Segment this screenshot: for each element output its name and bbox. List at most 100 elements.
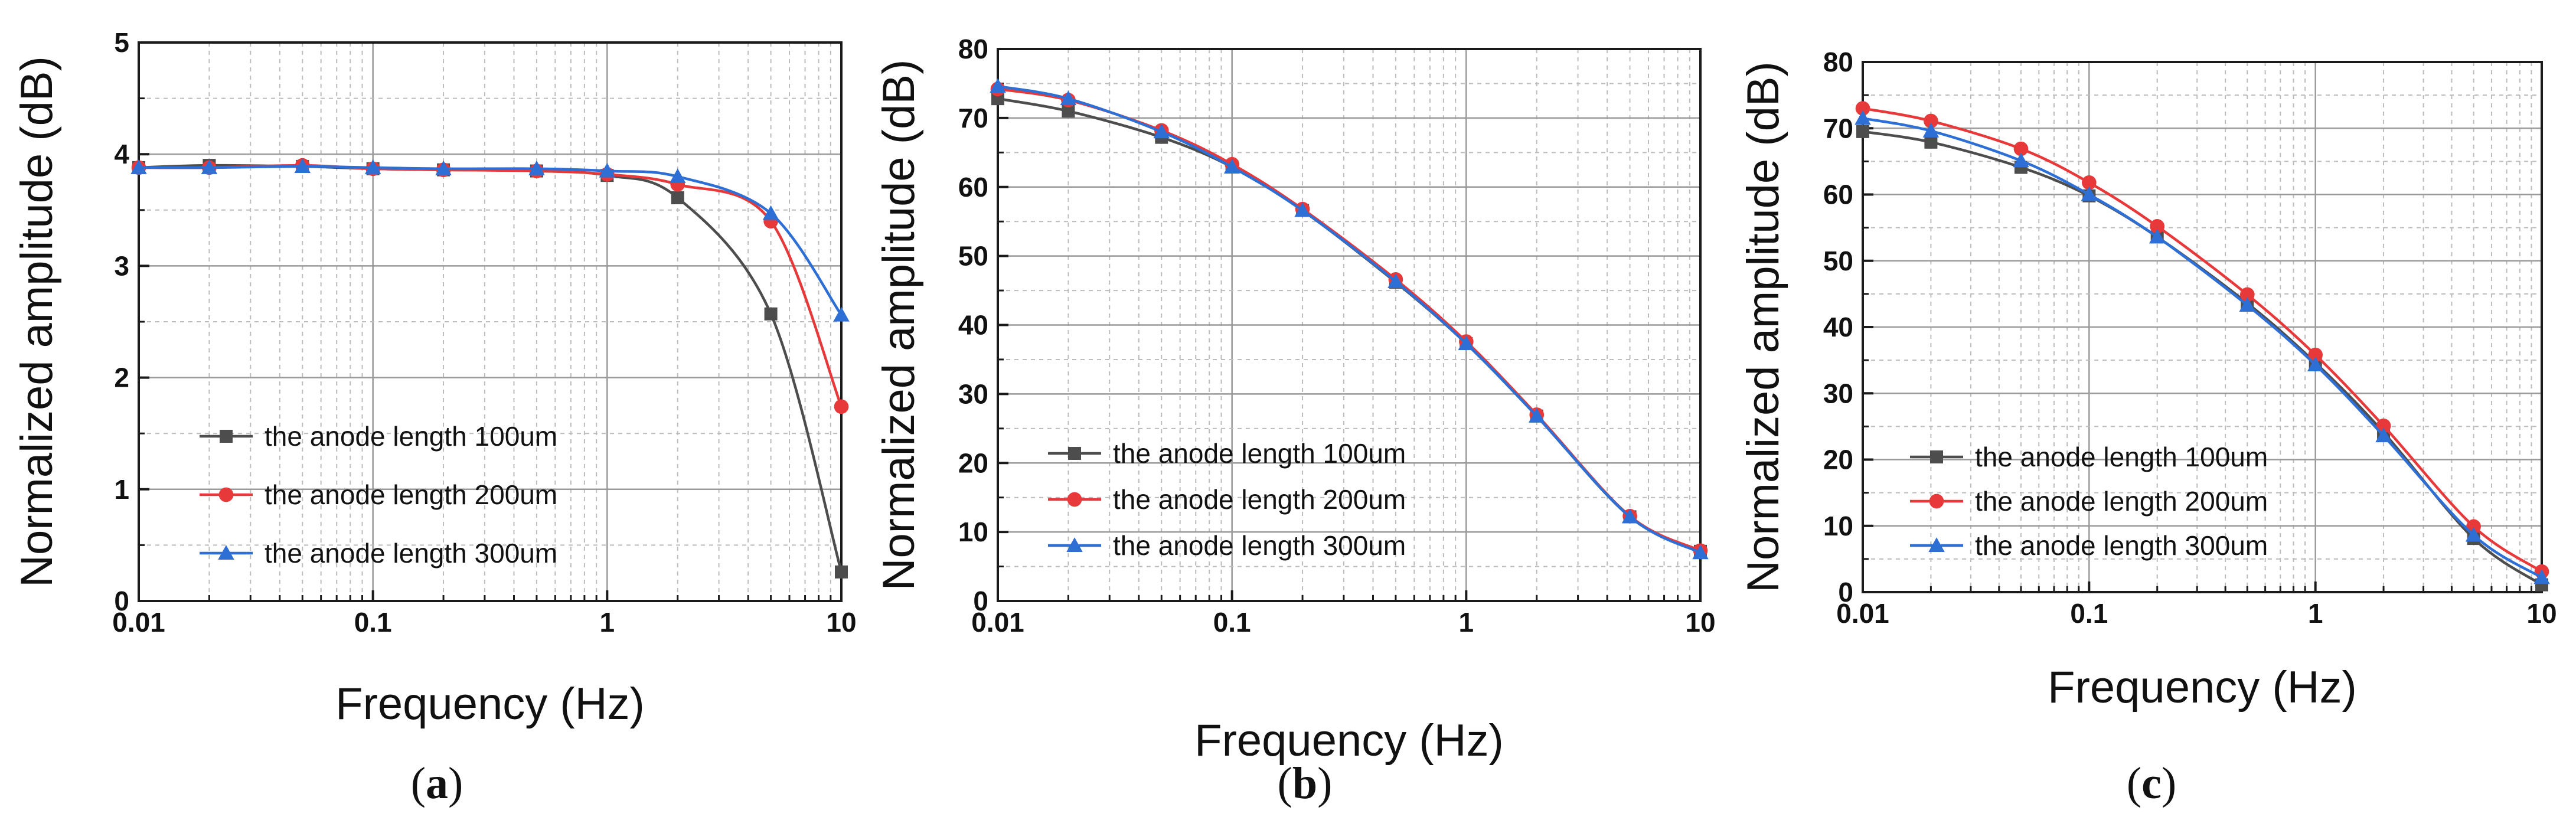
caption-close-paren: ) xyxy=(448,759,463,808)
legend-marker xyxy=(220,430,233,443)
y-tick-label: 40 xyxy=(1823,312,1853,342)
y-tick-label: 3 xyxy=(114,250,129,281)
data-point xyxy=(835,565,848,579)
legend: the anode length 100um the anode length 2… xyxy=(200,421,557,569)
y-tick-label: 10 xyxy=(958,517,988,547)
data-point xyxy=(2308,347,2323,362)
x-tick-label: 0.1 xyxy=(1213,607,1251,638)
data-point xyxy=(2149,228,2166,244)
chart-panel-a: 0.01 0.1 1 10 0 1 2 3 4 5 Frequency (Hz) Normalized… xyxy=(12,27,857,808)
series-2 xyxy=(1855,101,2549,579)
data-point xyxy=(2465,527,2482,542)
x-tick-label: 0.01 xyxy=(1836,598,1889,629)
data-point xyxy=(1294,202,1311,217)
y-tick-label: 0 xyxy=(973,586,988,616)
legend: the anode length 100um the anode length 2… xyxy=(1910,442,2268,561)
series-line xyxy=(997,84,1702,554)
data-point xyxy=(2081,186,2098,201)
caption-open-paren: ( xyxy=(411,759,426,808)
series-line xyxy=(1862,117,2543,579)
y-tick-label: 70 xyxy=(958,103,988,133)
x-tick-label: 10 xyxy=(826,607,856,638)
legend-entry: the anode length 200um xyxy=(1113,484,1406,515)
panel-caption: (a) xyxy=(411,759,463,808)
x-tick-label: 0.01 xyxy=(971,607,1024,638)
legend-entry: the anode length 300um xyxy=(1975,530,2268,561)
x-tick-label: 1 xyxy=(1459,607,1474,638)
y-tick-label: 30 xyxy=(958,378,988,409)
series-3 xyxy=(990,78,1709,560)
x-tick-label: 0.1 xyxy=(354,607,392,638)
x-tick-label: 1 xyxy=(2308,598,2323,629)
y-tick-label: 30 xyxy=(1823,378,1853,409)
x-tick-label: 1 xyxy=(600,607,615,638)
chart-panel-c: 0.01 0.1 1 10 0 10 20 30 40 50 60 70 80 Frequency (Hz… xyxy=(1738,47,2557,808)
caption-letter: c xyxy=(2141,759,2162,808)
data-point xyxy=(2376,418,2391,433)
caption-close-paren: ) xyxy=(1317,759,1332,808)
grid xyxy=(1863,62,2542,592)
data-point xyxy=(1062,104,1075,118)
x-axis-label: Frequency (Hz) xyxy=(2048,662,2357,713)
x-tick-label: 10 xyxy=(2526,598,2557,629)
y-tick-label: 70 xyxy=(1823,113,1853,143)
caption-close-paren: ) xyxy=(2162,759,2176,808)
data-point xyxy=(1855,110,1871,125)
data-point xyxy=(2239,287,2255,302)
legend-marker xyxy=(1928,537,1945,552)
y-tick-label: 40 xyxy=(958,310,988,341)
caption-open-paren: ( xyxy=(2127,759,2141,808)
legend: the anode length 100um the anode length 2… xyxy=(1048,438,1406,561)
data-point xyxy=(528,161,545,175)
x-axis-label: Frequency (Hz) xyxy=(335,679,645,729)
data-point xyxy=(599,162,616,178)
data-point xyxy=(2239,297,2256,312)
data-point xyxy=(2375,427,2392,443)
data-point xyxy=(1856,125,1869,138)
y-tick-label: 5 xyxy=(114,27,129,58)
y-axis-label: Normalized amplitude (dB) xyxy=(12,56,62,587)
x-tick-label: 0.1 xyxy=(2070,598,2108,629)
data-point xyxy=(1458,335,1475,351)
legend-marker xyxy=(1067,492,1082,507)
data-point xyxy=(1692,544,1709,560)
data-point xyxy=(435,161,452,175)
y-tick-label: 50 xyxy=(958,241,988,272)
legend-entry: the anode length 100um xyxy=(1975,442,2268,472)
caption-open-paren: ( xyxy=(1278,759,1292,808)
y-tick-label: 20 xyxy=(958,447,988,478)
legend-marker xyxy=(218,487,234,502)
ticks: 0.01 0.1 1 10 0 1 2 3 4 5 xyxy=(112,27,856,638)
y-tick-label: 4 xyxy=(114,139,129,169)
data-point xyxy=(294,158,311,174)
y-axis-label: Normalized amplitude (dB) xyxy=(1738,61,1788,593)
y-tick-label: 1 xyxy=(114,474,129,505)
data-point xyxy=(2013,141,2029,156)
data-point xyxy=(764,307,778,321)
caption-letter: a xyxy=(426,759,448,808)
x-tick-label: 10 xyxy=(1685,607,1715,638)
legend-entry: the anode length 100um xyxy=(265,421,557,452)
y-tick-label: 80 xyxy=(958,34,988,64)
y-tick-label: 20 xyxy=(1823,445,1853,475)
series-3 xyxy=(130,158,850,322)
data-point xyxy=(1855,101,1870,116)
data-point xyxy=(1528,408,1545,423)
y-tick-label: 50 xyxy=(1823,246,1853,276)
legend-marker xyxy=(218,545,234,560)
legend-entry: the anode length 100um xyxy=(1113,438,1406,469)
data-point xyxy=(990,78,1006,93)
series-line xyxy=(1862,107,2543,573)
data-point xyxy=(1223,159,1240,174)
series-3 xyxy=(1855,110,2550,584)
legend-entry: the anode length 300um xyxy=(265,538,557,569)
y-tick-label: 0 xyxy=(114,586,129,616)
y-tick-label: 60 xyxy=(1823,179,1853,210)
panel-caption: (b) xyxy=(1278,759,1333,808)
x-tick-label: 0.01 xyxy=(112,607,165,638)
legend-entry: the anode length 300um xyxy=(1113,530,1406,561)
legend-marker xyxy=(1068,447,1081,460)
grid xyxy=(998,49,1700,601)
y-tick-label: 10 xyxy=(1823,511,1853,541)
